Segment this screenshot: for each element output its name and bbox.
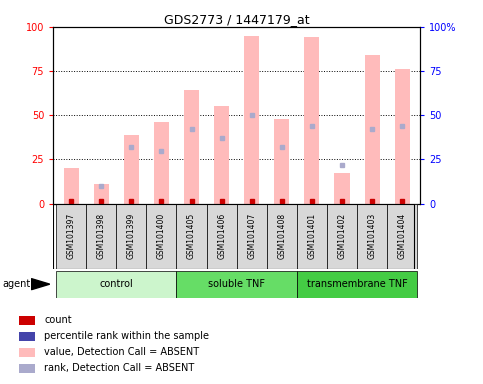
Text: transmembrane TNF: transmembrane TNF xyxy=(307,279,407,289)
Polygon shape xyxy=(31,279,50,290)
Bar xyxy=(297,204,327,269)
Bar xyxy=(237,204,267,269)
Text: soluble TNF: soluble TNF xyxy=(208,279,265,289)
Bar xyxy=(207,204,237,269)
Bar xyxy=(304,38,319,204)
Text: GSM101407: GSM101407 xyxy=(247,213,256,259)
Bar xyxy=(56,204,86,269)
Text: control: control xyxy=(99,279,133,289)
Bar xyxy=(19,332,35,341)
Title: GDS2773 / 1447179_at: GDS2773 / 1447179_at xyxy=(164,13,310,26)
Bar xyxy=(357,204,387,269)
Text: agent: agent xyxy=(2,279,30,289)
Text: percentile rank within the sample: percentile rank within the sample xyxy=(44,331,210,341)
Bar xyxy=(395,69,410,204)
Text: GSM101403: GSM101403 xyxy=(368,213,377,259)
Bar xyxy=(176,204,207,269)
Bar xyxy=(184,91,199,204)
Bar xyxy=(19,316,35,325)
Bar xyxy=(267,204,297,269)
Text: GSM101398: GSM101398 xyxy=(97,213,106,259)
Bar xyxy=(297,271,417,298)
Text: rank, Detection Call = ABSENT: rank, Detection Call = ABSENT xyxy=(44,364,195,374)
Text: GSM101404: GSM101404 xyxy=(398,213,407,259)
Text: count: count xyxy=(44,315,72,325)
Text: GSM101402: GSM101402 xyxy=(338,213,346,259)
Bar xyxy=(116,204,146,269)
Bar xyxy=(146,204,176,269)
Bar xyxy=(327,204,357,269)
Bar xyxy=(274,119,289,204)
Bar xyxy=(365,55,380,204)
Bar xyxy=(19,348,35,357)
Text: GSM101399: GSM101399 xyxy=(127,213,136,259)
Bar xyxy=(244,36,259,204)
Bar xyxy=(56,271,176,298)
Bar xyxy=(176,271,297,298)
Text: GSM101406: GSM101406 xyxy=(217,213,226,259)
Text: GSM101405: GSM101405 xyxy=(187,213,196,259)
Bar xyxy=(64,168,79,204)
Text: value, Detection Call = ABSENT: value, Detection Call = ABSENT xyxy=(44,348,199,358)
Bar xyxy=(214,106,229,204)
Bar xyxy=(124,135,139,204)
Text: GSM101408: GSM101408 xyxy=(277,213,286,259)
Bar xyxy=(19,364,35,373)
Text: GSM101401: GSM101401 xyxy=(307,213,316,259)
Bar xyxy=(86,204,116,269)
Bar xyxy=(387,204,417,269)
Bar xyxy=(334,174,350,204)
Text: GSM101397: GSM101397 xyxy=(67,213,76,259)
Text: GSM101400: GSM101400 xyxy=(157,213,166,259)
Bar xyxy=(154,122,169,204)
Bar xyxy=(94,184,109,204)
